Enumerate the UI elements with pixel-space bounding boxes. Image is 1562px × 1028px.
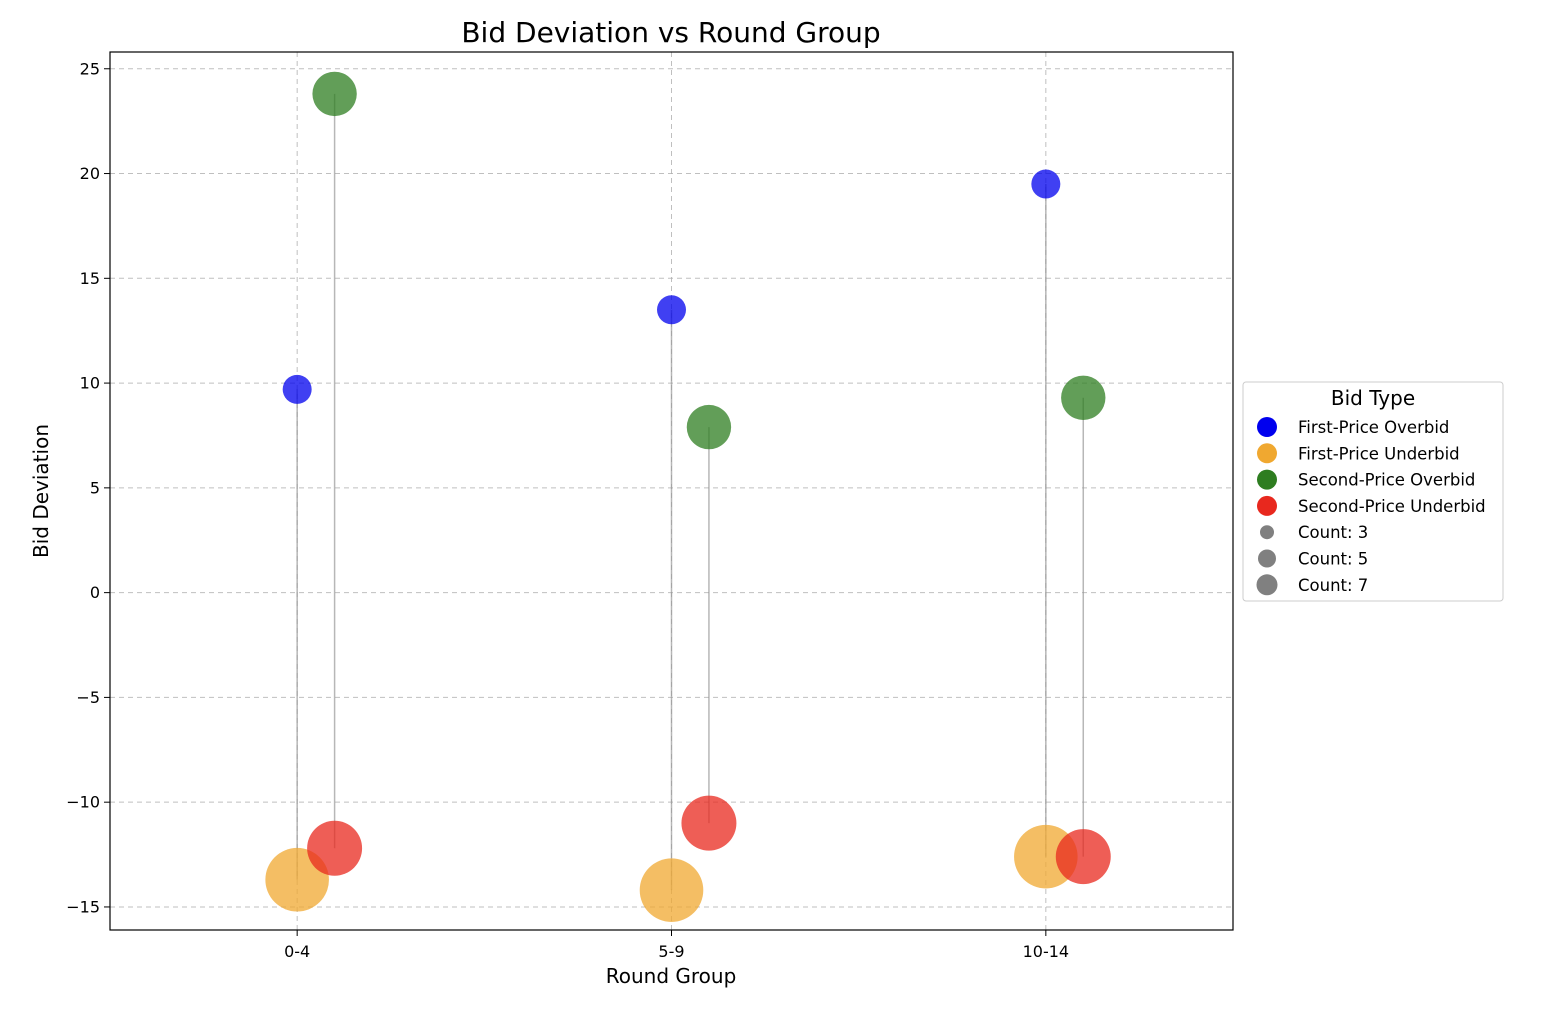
y-tick-label: 0 <box>90 583 100 602</box>
legend-marker <box>1257 417 1277 437</box>
y-tick-label: −10 <box>66 793 100 812</box>
legend-entry-label: Second-Price Underbid <box>1298 497 1486 516</box>
bubble-first-price-overbid <box>1031 169 1061 199</box>
y-tick-label: 10 <box>80 374 100 393</box>
bubble-second-price-underbid <box>307 820 363 876</box>
legend-marker <box>1256 574 1278 596</box>
legend-title: Bid Type <box>1331 386 1415 410</box>
bubble-second-price-underbid <box>1055 829 1111 885</box>
legend-marker <box>1257 469 1277 490</box>
bubble-first-price-underbid <box>639 858 704 922</box>
y-axis-label: Bid Deviation <box>29 424 53 558</box>
legend-entry-label: First-Price Overbid <box>1298 418 1449 437</box>
legend-entry-label: Count: 7 <box>1298 576 1368 595</box>
x-axis-label: Round Group <box>606 964 737 988</box>
legend-entry-label: Count: 5 <box>1298 550 1368 569</box>
legend-entry-label: Count: 3 <box>1298 523 1368 542</box>
stem-layer <box>296 93 1085 891</box>
chart-title: Bid Deviation vs Round Group <box>461 16 880 49</box>
bubble-second-price-underbid <box>681 795 737 851</box>
legend-entry-label: First-Price Underbid <box>1298 444 1460 463</box>
bubble-first-price-overbid <box>282 374 312 404</box>
legend-marker <box>1260 525 1274 540</box>
bubble-first-price-overbid <box>657 295 686 325</box>
bubble-second-price-overbid <box>686 404 732 450</box>
legend-marker <box>1257 443 1277 464</box>
y-tick-label: −15 <box>66 897 100 916</box>
y-tick-label: 25 <box>80 59 100 78</box>
x-tick-label: 10-14 <box>1023 942 1070 961</box>
bubble-layer <box>265 71 1111 922</box>
legend-marker <box>1258 549 1276 568</box>
legend: Bid Type First-Price Overbid First-Price … <box>1242 381 1504 602</box>
bubble-second-price-overbid <box>1061 375 1106 420</box>
x-tick-label: 5-9 <box>658 942 684 961</box>
y-tick-label: 20 <box>80 164 100 183</box>
legend-marker <box>1257 495 1277 516</box>
y-tick-label: −5 <box>76 688 100 707</box>
bubble-second-price-overbid <box>312 71 357 117</box>
legend-box <box>1242 381 1504 602</box>
y-tick-label: 15 <box>80 269 100 288</box>
x-tick-label: 0-4 <box>284 942 310 961</box>
axis-layer: 25 20 15 10 5 0 −5 −10 −15 0-4 5-9 10-14 <box>66 59 1069 961</box>
y-tick-label: 5 <box>90 478 100 497</box>
legend-entry-label: Second-Price Overbid <box>1298 471 1475 490</box>
